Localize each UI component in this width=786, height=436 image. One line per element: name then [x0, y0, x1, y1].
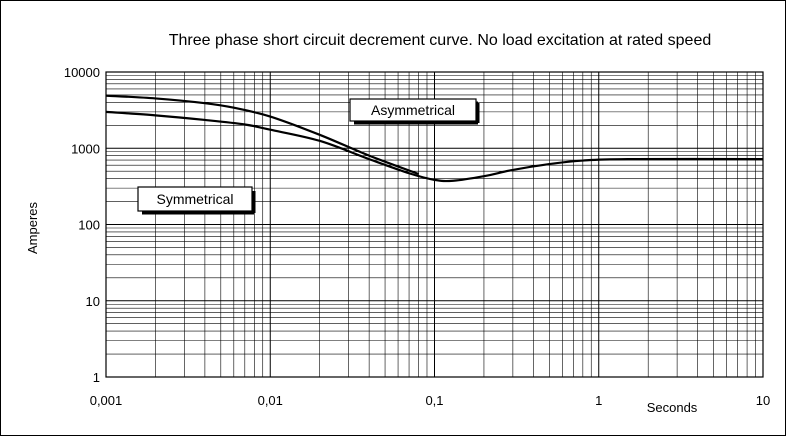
symmetrical-series-line	[105, 110, 764, 183]
chart-title: Three phase short circuit decrement curv…	[169, 32, 712, 49]
grid	[105, 71, 764, 378]
series-lines	[105, 94, 764, 183]
y-tick-label: 10000	[64, 65, 100, 80]
y-tick-label: 100	[78, 218, 100, 233]
x-axis-label: Seconds	[647, 400, 698, 415]
x-tick-label: 0,01	[258, 393, 283, 408]
y-tick-label: 1000	[71, 141, 100, 156]
x-tick-label: 0,1	[425, 393, 443, 408]
x-tick-label: 0,001	[90, 393, 123, 408]
asymmetrical-series-line	[105, 94, 419, 175]
x-tick-label: 1	[595, 393, 602, 408]
y-tick-label: 1	[93, 370, 100, 385]
tick-labels: 0,001 0,01 0,1 1 10 1 10 100 1000 10000	[64, 65, 770, 408]
asymmetrical-callout-label: Asymmetrical	[371, 102, 455, 118]
plot-area-border	[105, 71, 764, 378]
y-axis-label: Amperes	[25, 201, 40, 254]
symmetrical-callout-label: Symmetrical	[156, 191, 233, 207]
asymmetrical-callout: Asymmetrical	[349, 98, 480, 125]
symmetrical-callout: Symmetrical	[137, 186, 256, 215]
y-tick-label: 10	[86, 294, 100, 309]
asymmetrical-callout-box	[349, 98, 477, 122]
symmetrical-callout-box	[137, 186, 253, 212]
x-tick-label: 10	[756, 393, 770, 408]
